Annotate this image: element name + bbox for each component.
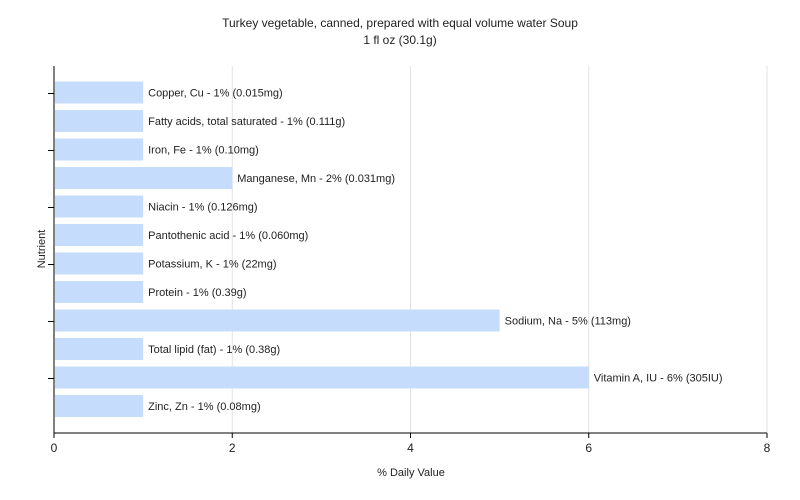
bar-data-label: Niacin - 1% (0.126mg) xyxy=(148,202,257,214)
bar xyxy=(55,281,144,303)
bar-data-label: Fatty acids, total saturated - 1% (0.111… xyxy=(148,116,345,128)
bar-labels: Copper, Cu - 1% (0.015mg) Fatty acids, to… xyxy=(148,88,722,414)
bar-data-label: Copper, Cu - 1% (0.015mg) xyxy=(148,88,283,100)
x-tick-label: 8 xyxy=(764,441,771,455)
chart-subtitle: 1 fl oz (30.1g) xyxy=(363,33,436,47)
bar-data-label: Zinc, Zn - 1% (0.08mg) xyxy=(148,401,260,413)
bar xyxy=(55,167,233,189)
x-axis-title: % Daily Value xyxy=(377,467,445,479)
bar-data-label: Potassium, K - 1% (22mg) xyxy=(148,259,276,271)
bar xyxy=(55,366,589,389)
bar xyxy=(55,338,144,360)
bar-data-label: Sodium, Na - 5% (113mg) xyxy=(505,316,631,328)
bar-data-label: Protein - 1% (0.39g) xyxy=(148,287,246,299)
x-tick-label: 6 xyxy=(585,441,592,455)
x-ticks: 0 2 4 6 8 xyxy=(51,433,771,455)
y-axis-title: Nutrient xyxy=(36,230,48,269)
bar xyxy=(55,138,144,161)
x-tick-label: 0 xyxy=(51,441,58,455)
x-tick-label: 2 xyxy=(229,441,236,455)
bar-data-label: Vitamin A, IU - 6% (305IU) xyxy=(594,373,723,385)
bar xyxy=(55,224,144,246)
bar xyxy=(55,395,144,417)
x-tick-label: 4 xyxy=(407,441,414,455)
bars xyxy=(55,81,589,417)
bar-data-label: Total lipid (fat) - 1% (0.38g) xyxy=(148,344,280,356)
bar xyxy=(55,309,500,332)
bar xyxy=(55,252,144,275)
bar-data-label: Manganese, Mn - 2% (0.031mg) xyxy=(237,173,395,185)
bar-data-label: Pantothenic acid - 1% (0.060mg) xyxy=(148,230,308,242)
bar xyxy=(55,81,144,104)
bar xyxy=(55,110,144,132)
bar xyxy=(55,195,144,218)
chart-title: Turkey vegetable, canned, prepared with … xyxy=(222,16,578,30)
bar-data-label: Iron, Fe - 1% (0.10mg) xyxy=(148,145,259,157)
